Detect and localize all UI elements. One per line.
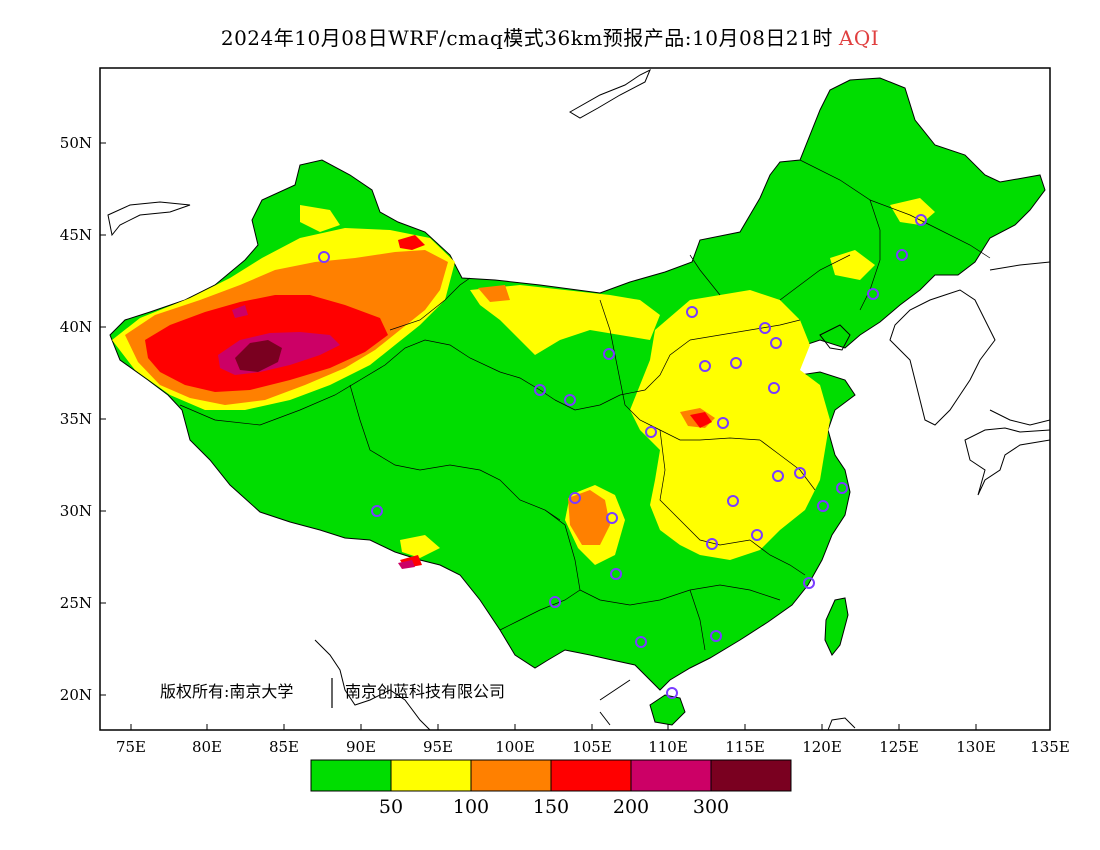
map-content: 版权所有:南京大学 南京创蓝科技有限公司 — [107, 68, 1050, 730]
lon-label: 75E — [116, 738, 146, 756]
legend-label: 200 — [613, 796, 649, 818]
hainan-island — [649, 694, 686, 726]
legend-swatch — [550, 759, 632, 792]
title-main: 2024年10月08日WRF/cmaq模式36km预报产品:10月08日21时 — [220, 26, 833, 50]
station-markers — [318, 214, 927, 699]
lat-label: 40N — [60, 318, 92, 336]
lon-label: 120E — [802, 738, 842, 756]
lon-label: 85E — [269, 738, 299, 756]
lat-label: 30N — [60, 502, 92, 520]
lon-axis: 75E 80E 85E 90E 95E 100E 105E 110E 115E … — [116, 724, 1070, 756]
legend-swatch — [310, 759, 392, 792]
lon-label: 100E — [495, 738, 535, 756]
legend-swatch — [710, 759, 792, 792]
lat-label: 25N — [60, 594, 92, 612]
legend-label: 150 — [533, 796, 569, 818]
legend-swatch — [470, 759, 552, 792]
province-boundaries — [179, 159, 991, 651]
legend-swatch — [390, 759, 472, 792]
lat-label: 50N — [60, 134, 92, 152]
lon-label: 125E — [879, 738, 919, 756]
lat-axis: 50N 45N 40N 35N 30N 25N 20N — [60, 134, 106, 704]
lon-label: 110E — [648, 738, 688, 756]
lat-label: 20N — [60, 686, 92, 704]
copyright-company: 南京创蓝科技有限公司 — [345, 682, 505, 701]
lat-label: 45N — [60, 226, 92, 244]
lon-label: 130E — [956, 738, 996, 756]
copyright-owner: 版权所有:南京大学 — [160, 682, 293, 701]
title-variable: AQI — [838, 26, 880, 50]
aqi-legend: 50 100 150 200 300 — [310, 759, 792, 818]
lon-label: 135E — [1030, 738, 1070, 756]
lon-label: 90E — [346, 738, 376, 756]
map-title: 2024年10月08日WRF/cmaq模式36km预报产品:10月08日21时 A… — [0, 22, 1100, 51]
legend-label: 100 — [453, 796, 489, 818]
legend-swatch — [630, 759, 712, 792]
taiwan-island — [824, 597, 849, 656]
lat-label: 35N — [60, 410, 92, 428]
lon-label: 105E — [572, 738, 612, 756]
legend-label: 50 — [379, 796, 403, 818]
lon-label: 80E — [192, 738, 222, 756]
coastlines — [107, 68, 1050, 730]
lon-label: 95E — [423, 738, 453, 756]
legend-label: 300 — [693, 796, 729, 818]
lon-label: 115E — [725, 738, 765, 756]
aqi-zone-darkred — [235, 340, 282, 372]
